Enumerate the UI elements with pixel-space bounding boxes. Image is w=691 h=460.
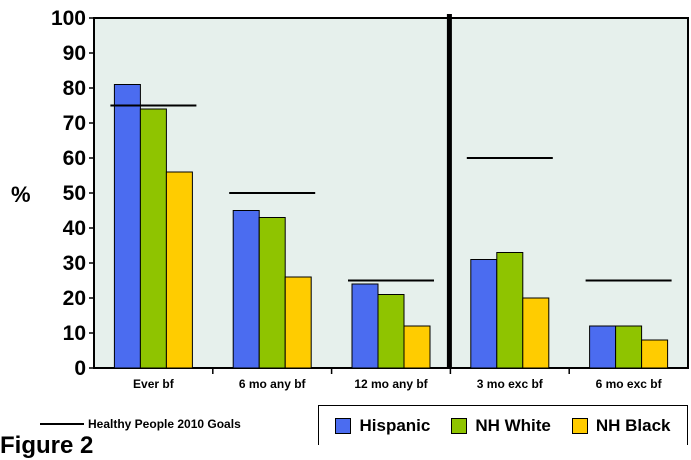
y-tick-label: 40 <box>63 217 86 240</box>
y-tick-label: 100 <box>51 7 86 30</box>
y-tick-label: 90 <box>63 42 86 65</box>
figure-caption: Figure 2 <box>0 432 94 459</box>
y-tick-label: 20 <box>63 287 86 310</box>
legend-swatch-nh-black <box>571 417 588 434</box>
bar-nh-white-4 <box>496 252 524 369</box>
bar-hispanic-5 <box>589 325 617 369</box>
chart: 0 10 20 30 40 50 60 70 80 90 100 Ever bf 6 mo any b… <box>11 7 689 391</box>
bar-nh-white-3 <box>377 294 405 369</box>
bar-nh-black-1 <box>165 171 193 369</box>
goal-legend-line <box>40 423 84 425</box>
goal-legend-label: Healthy People 2010 Goals <box>88 417 241 431</box>
x-category-label: 6 mo any bf <box>239 377 307 391</box>
y-tick-label: 30 <box>63 252 86 275</box>
bar-nh-white-2 <box>258 217 286 369</box>
bar-nh-black-5 <box>641 339 669 369</box>
y-tick-label: 0 <box>74 357 86 380</box>
y-tick-label: 70 <box>63 112 86 135</box>
bar-nh-black-2 <box>284 276 312 369</box>
x-category-label: 3 mo exc bf <box>477 377 544 391</box>
bar-hispanic-3 <box>351 283 379 369</box>
legend-label-hispanic: Hispanic <box>359 415 431 435</box>
goal-legend: Healthy People 2010 Goals <box>40 414 241 434</box>
legend-swatch-hispanic <box>335 417 352 434</box>
bar-nh-white-1 <box>139 108 167 369</box>
bar-hispanic-2 <box>232 210 260 369</box>
bar-hispanic-1 <box>113 84 141 369</box>
legend: Hispanic NH White NH Black <box>318 405 688 445</box>
y-tick-label: 10 <box>63 322 86 345</box>
y-axis-label: % <box>11 182 31 207</box>
legend-label-nh-white: NH White <box>475 415 551 435</box>
legend-item-hispanic: Hispanic <box>335 416 430 436</box>
x-category-label: 12 mo any bf <box>354 377 428 391</box>
x-category-label: Ever bf <box>133 377 175 391</box>
y-tick-label: 80 <box>63 77 86 100</box>
y-tick-label: 60 <box>63 147 86 170</box>
legend-label-nh-black: NH Black <box>595 415 671 435</box>
y-tick-label: 50 <box>63 182 86 205</box>
x-category-label: 6 mo exc bf <box>596 377 663 391</box>
legend-item-nh-white: NH White <box>451 416 551 436</box>
legend-swatch-nh-white <box>451 417 468 434</box>
legend-item-nh-black: NH Black <box>571 415 671 436</box>
bar-nh-black-3 <box>403 325 431 369</box>
bar-hispanic-4 <box>470 259 498 369</box>
bar-nh-black-4 <box>522 297 550 369</box>
bar-nh-white-5 <box>615 325 643 369</box>
